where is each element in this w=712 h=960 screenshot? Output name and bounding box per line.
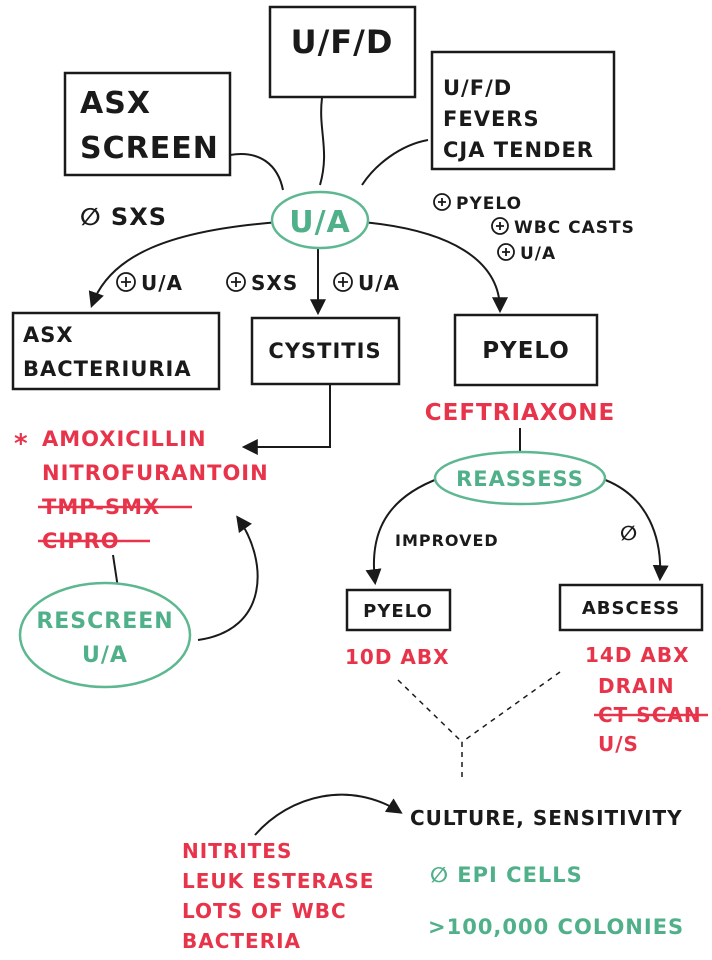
culture-sensitivity-label: CULTURE, SENSITIVITY [410, 806, 683, 830]
node-cystitis-label: CYSTITIS [268, 339, 381, 363]
node-ufd-fevers-line1: U/F/D [443, 76, 512, 100]
arrow-ua-pyelo [362, 222, 500, 310]
arrow-rescreen-abx [198, 518, 258, 640]
node-screen-label-line2: SCREEN [80, 131, 219, 166]
edge-label-no-sxs: ∅ SXS [80, 203, 167, 231]
node-abscess-label: ABSCESS [582, 598, 680, 619]
node-ufd-label: U/F/D [291, 23, 394, 61]
abx-ceftriaxone: CEFTRIAXONE [425, 400, 616, 426]
ua-finding-nitrites: NITRITES [182, 839, 292, 863]
abx-amoxicillin: AMOXICILLIN [42, 427, 207, 451]
abscess-tx-14d: 14D ABX [585, 643, 690, 667]
node-ua-label: U/A [289, 205, 351, 240]
edge-label-not-improved: ∅ [620, 521, 638, 545]
edge-label-improved: IMPROVED [395, 531, 499, 550]
abx-10d: 10D ABX [345, 645, 450, 669]
arrow-findings-culture [255, 795, 400, 835]
node-rescreen-oval [20, 583, 190, 687]
plus-circle-icon [117, 273, 135, 291]
abscess-tx-us: U/S [598, 732, 639, 756]
plus-circle-icon [434, 194, 450, 210]
dashed-abscess-culture [462, 672, 560, 742]
edge-label-pos-sxs: SXS [251, 271, 298, 295]
edge-label-pyelo-criteria-3: U/A [520, 244, 556, 264]
star-marker: * [14, 429, 29, 459]
edge-label-pyelo-criteria-1: PYELO [456, 194, 522, 214]
node-asx-bacteriuria-line2: BACTERIURIA [23, 357, 192, 381]
dashed-pyelo-culture [398, 680, 462, 742]
abscess-tx-drain: DRAIN [598, 674, 675, 698]
arrow-reassess-pyelo [374, 478, 440, 582]
plus-circle-icon [334, 273, 352, 291]
connector-ufd-ua [320, 98, 324, 185]
edge-label-pos-ua-2: U/A [358, 271, 400, 295]
ua-finding-bacteria: BACTERIA [182, 929, 301, 953]
ua-finding-wbc: LOTS OF WBC [182, 899, 347, 923]
node-rescreen-line2: U/A [82, 643, 128, 668]
node-ufd-fevers-line3: CJA TENDER [443, 138, 594, 162]
node-pyelo-label: PYELO [482, 338, 570, 364]
edge-label-pos-ua-1: U/A [141, 271, 183, 295]
arrow-cystitis-abx [245, 385, 330, 447]
culture-finding-colonies: >100,000 COLONIES [428, 915, 684, 939]
connector-fevers-ua [362, 140, 428, 185]
node-pyelo-improved-label: PYELO [363, 601, 433, 622]
plus-circle-icon [492, 218, 508, 234]
node-reassess-label: REASSESS [456, 467, 584, 491]
plus-circle-icon [498, 244, 514, 260]
plus-circle-icon [227, 273, 245, 291]
abx-nitrofurantoin: NITROFURANTOIN [42, 461, 269, 485]
edge-label-pyelo-criteria-2: WBC CASTS [514, 218, 635, 238]
node-asx-bacteriuria-line1: ASX [23, 323, 74, 347]
culture-finding-epi: ∅ EPI CELLS [430, 863, 583, 887]
node-rescreen-line1: RESCREEN [36, 609, 173, 634]
connector-asx-ua [230, 154, 283, 190]
node-asx-label-line1: ASX [80, 86, 151, 121]
node-ufd-fevers-line2: FEVERS [443, 107, 540, 131]
ua-finding-leuk-esterase: LEUK ESTERASE [182, 869, 374, 893]
